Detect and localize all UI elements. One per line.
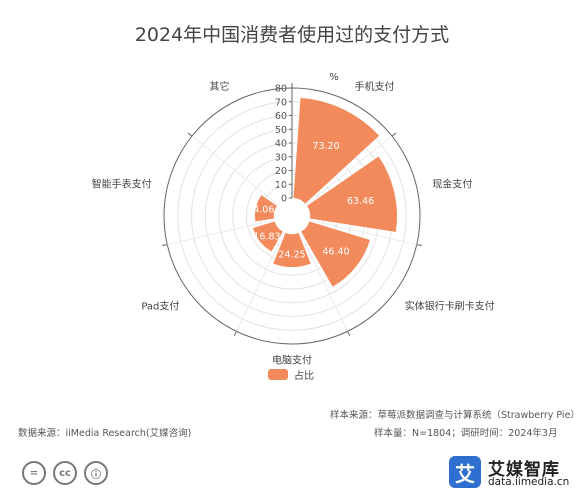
legend-label: 占比 bbox=[294, 371, 314, 382]
radial-tick-label: 20 bbox=[275, 166, 287, 177]
grid-spoke bbox=[236, 232, 285, 332]
angle-tick bbox=[347, 331, 351, 337]
brand-logo-icon: 艾 bbox=[449, 456, 481, 488]
brand-url: data.iimedia.cn bbox=[488, 476, 570, 488]
angle-tick bbox=[416, 243, 422, 247]
grid-spoke bbox=[305, 135, 393, 206]
category-label-4: 电脑支付 bbox=[272, 354, 312, 367]
license-equals-icon: = bbox=[22, 461, 46, 485]
chart-title: 2024年中国消费者使用过的支付方式 bbox=[134, 24, 450, 46]
angle-tick bbox=[233, 331, 237, 337]
grid-spoke bbox=[299, 232, 348, 332]
bar-2 bbox=[306, 155, 398, 233]
grid-spoke bbox=[309, 219, 417, 245]
legend[interactable]: 占比 bbox=[268, 367, 314, 382]
value-label-3: 46.40 bbox=[322, 247, 349, 258]
category-label-3: 实体银行卡刷卡支付 bbox=[405, 299, 495, 312]
sample-source: 样本来源：草莓派数据调查与计算系统（Strawberry Pie） bbox=[330, 410, 580, 421]
grid-spoke bbox=[191, 135, 279, 206]
value-label-1: 73.20 bbox=[312, 141, 339, 152]
unit-label: % bbox=[329, 72, 339, 83]
bar-3 bbox=[300, 220, 371, 288]
legend-swatch bbox=[268, 369, 288, 380]
category-label-2: 现金支付 bbox=[432, 177, 472, 190]
radial-tick-label: 60 bbox=[275, 111, 287, 122]
value-label-2: 63.46 bbox=[347, 196, 374, 207]
bar-4 bbox=[272, 232, 312, 268]
category-label-7: 其它 bbox=[210, 80, 230, 93]
radial-tick-label: 50 bbox=[275, 125, 287, 136]
category-label-1: 手机支付 bbox=[354, 80, 394, 93]
radial-tick-label: 0 bbox=[281, 194, 287, 205]
value-label-6: 14.06 bbox=[247, 204, 274, 215]
angle-tick bbox=[187, 132, 193, 137]
bar-5 bbox=[252, 220, 284, 253]
data-source: 数据来源：iiMedia Research(艾媒咨询) bbox=[18, 428, 192, 439]
value-label-4: 24.25 bbox=[278, 250, 305, 261]
angle-tick bbox=[391, 132, 397, 137]
angle-tick bbox=[162, 243, 168, 247]
sample-size: 样本量：N=1804；调研时间：2024年3月 bbox=[374, 428, 558, 439]
category-label-5: Pad支付 bbox=[141, 299, 179, 312]
brand-name: 艾媒智库 bbox=[488, 460, 560, 480]
radial-tick-label: 70 bbox=[275, 97, 287, 108]
bar-1 bbox=[292, 97, 380, 205]
category-label-6: 智能手表支付 bbox=[92, 177, 152, 190]
license-attribution-icon: ⓘ bbox=[84, 461, 108, 485]
radial-tick-label: 30 bbox=[275, 152, 287, 163]
radial-tick-label: 40 bbox=[275, 139, 287, 150]
radial-tick-label: 80 bbox=[275, 84, 287, 95]
bar-6 bbox=[254, 194, 278, 223]
grid-spoke bbox=[167, 219, 275, 245]
value-label-5: 16.83 bbox=[253, 231, 280, 242]
radial-tick-label: 10 bbox=[275, 180, 287, 191]
value-label-7: 0.22 bbox=[268, 183, 289, 194]
license-cc-icon: cc bbox=[53, 461, 77, 485]
